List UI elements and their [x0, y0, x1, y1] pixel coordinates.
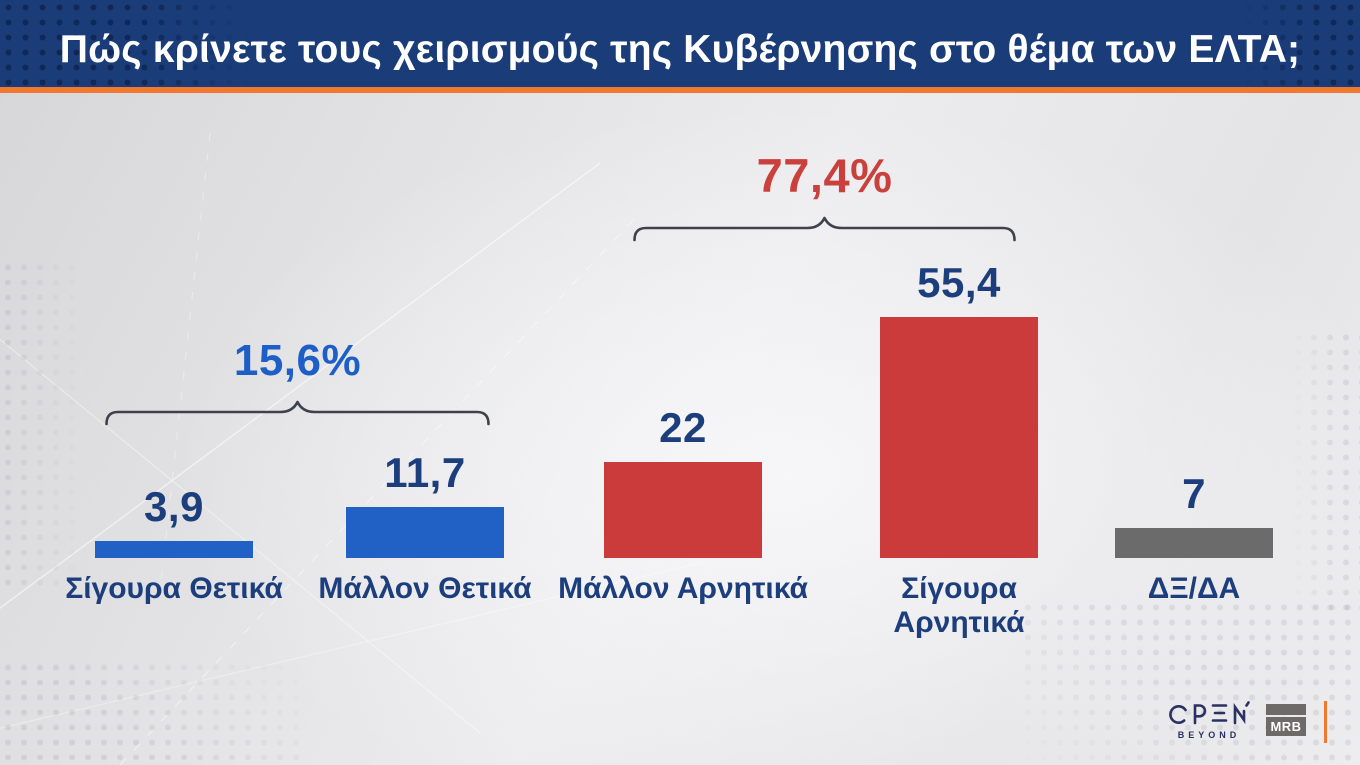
bar-value-label: 22: [659, 404, 707, 451]
bar-column-2: 22 Μάλλον Αρνητικά: [558, 0, 808, 765]
bar-value-label: 3,9: [144, 483, 204, 530]
category-label: ΔΞ/ΔΑ: [1147, 572, 1241, 605]
category-label: Σίγουρα Αρνητικά: [893, 572, 1025, 639]
open-letter-o: [1169, 705, 1187, 724]
open-logo: [1169, 701, 1250, 725]
category-label: Σίγουρα Θετικά: [65, 572, 283, 605]
page-title: Πώς κρίνετε τους χειρισμούς της Κυβέρνησ…: [59, 27, 1301, 71]
group-bracket-0: 15,6%: [105, 336, 490, 426]
bar-column-1: 11,7 Μάλλον Θετικά: [300, 0, 550, 765]
bar: [95, 541, 253, 558]
bar: [1115, 528, 1273, 558]
brace-icon: [105, 400, 490, 426]
bar-value-label: 7: [1182, 470, 1206, 517]
brace-icon: [633, 216, 1016, 242]
category-label: Μάλλον Θετικά: [318, 572, 532, 605]
bar: [346, 507, 504, 558]
group-bracket-1: 77,4%: [633, 148, 1016, 242]
mrb-logo-text: MRB: [1266, 717, 1306, 736]
bar-column-3: 55,4 Σίγουρα Αρνητικά: [834, 0, 1084, 765]
mrb-logo: MRB: [1266, 704, 1306, 736]
category-label: Μάλλον Αρνητικά: [558, 572, 808, 605]
footer-logos: BEYOND MRB: [1160, 696, 1350, 751]
open-letter-p: [1193, 704, 1207, 725]
bar-column-4: 7 ΔΞ/ΔΑ: [1069, 0, 1319, 765]
open-letter-n-tick: [1245, 701, 1250, 707]
group-percentage-label: 15,6%: [233, 336, 362, 385]
orange-tick-divider: [1324, 701, 1327, 743]
mrb-logo-bar: [1266, 704, 1306, 715]
orange-divider: [0, 87, 1360, 93]
bar: [880, 317, 1038, 558]
bar-column-0: 3,9 Σίγουρα Θετικά: [49, 0, 299, 765]
bar: [604, 462, 762, 558]
open-letter-e: [1211, 704, 1228, 722]
group-percentage-label: 77,4%: [756, 149, 893, 202]
bar-value-label: 11,7: [384, 449, 466, 496]
open-letter-n: [1233, 702, 1246, 725]
open-beyond-label: BEYOND: [1177, 730, 1241, 740]
bar-value-label: 55,4: [917, 259, 1001, 306]
